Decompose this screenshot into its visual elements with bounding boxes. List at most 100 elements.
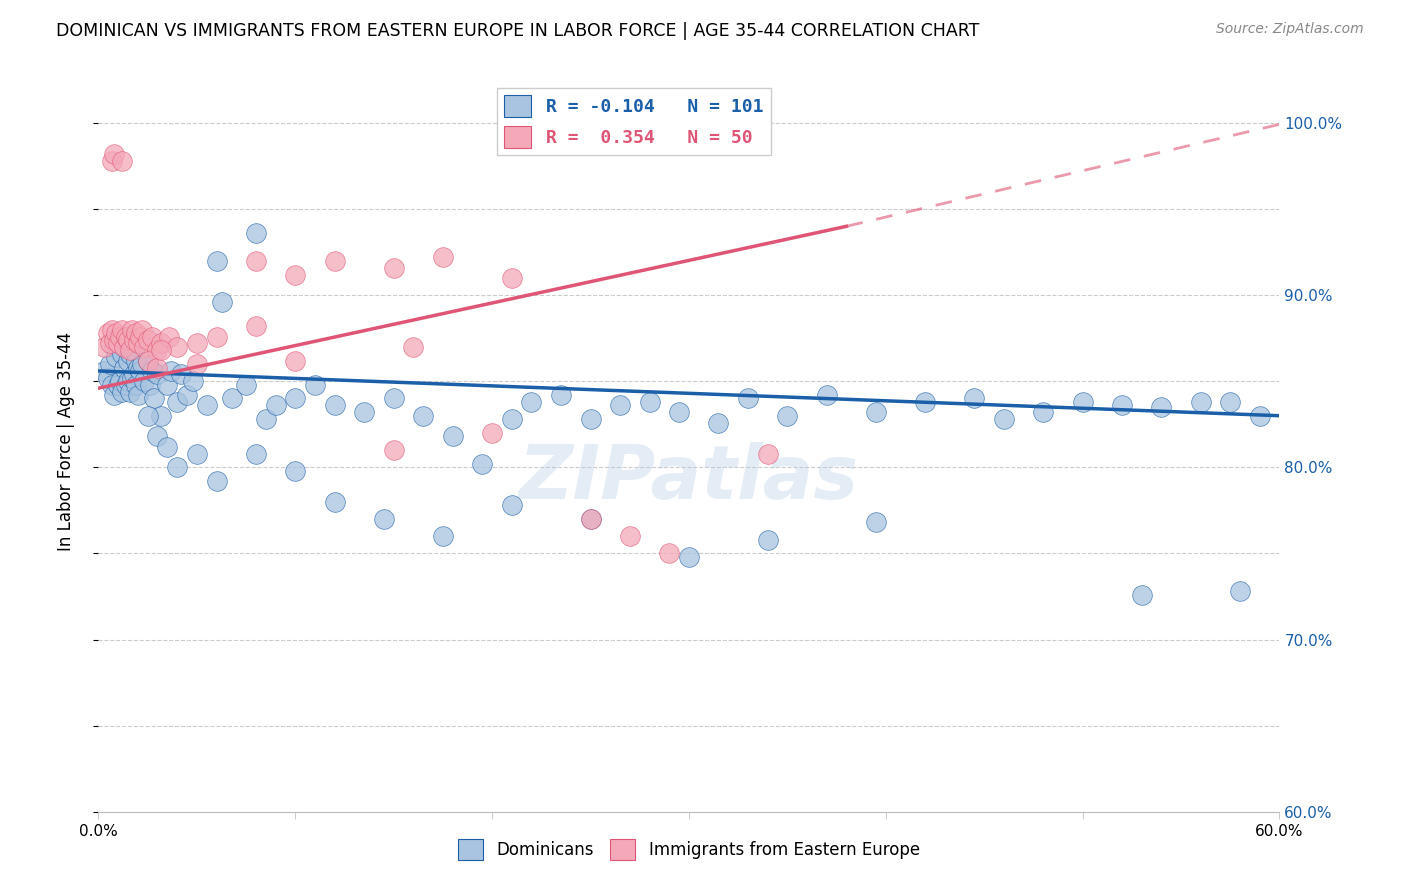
Point — [166, 460, 188, 475]
Point — [501, 412, 523, 426]
Point — [138, 377, 160, 392]
Point — [132, 374, 155, 388]
Point — [170, 368, 193, 382]
Point — [638, 395, 661, 409]
Point — [112, 360, 135, 375]
Point — [111, 347, 134, 361]
Point — [245, 319, 267, 334]
Point — [146, 368, 169, 382]
Text: ZIPatlas: ZIPatlas — [519, 442, 859, 515]
Point — [205, 253, 228, 268]
Point — [186, 447, 208, 461]
Point — [141, 364, 163, 378]
Point — [737, 392, 759, 406]
Point — [122, 333, 145, 347]
Point — [432, 250, 454, 264]
Point — [501, 498, 523, 512]
Point — [166, 340, 188, 354]
Point — [579, 412, 602, 426]
Point — [108, 329, 131, 343]
Point — [121, 340, 143, 354]
Point — [776, 409, 799, 423]
Point — [146, 360, 169, 375]
Point — [112, 340, 135, 354]
Point — [97, 371, 120, 385]
Point — [1189, 395, 1212, 409]
Point — [103, 333, 125, 347]
Point — [658, 546, 681, 560]
Point — [382, 443, 405, 458]
Point — [412, 409, 434, 423]
Point — [441, 429, 464, 443]
Point — [127, 388, 149, 402]
Point — [264, 398, 287, 412]
Point — [122, 343, 145, 358]
Point — [432, 529, 454, 543]
Point — [107, 336, 129, 351]
Point — [609, 398, 631, 412]
Point — [111, 384, 134, 399]
Point — [98, 357, 121, 371]
Point — [1032, 405, 1054, 419]
Point — [128, 329, 150, 343]
Point — [115, 329, 138, 343]
Point — [101, 377, 124, 392]
Point — [115, 329, 138, 343]
Point — [221, 392, 243, 406]
Point — [136, 353, 159, 368]
Point — [1130, 588, 1153, 602]
Point — [157, 329, 180, 343]
Point — [118, 343, 141, 358]
Point — [122, 368, 145, 382]
Point — [520, 395, 543, 409]
Text: DOMINICAN VS IMMIGRANTS FROM EASTERN EUROPE IN LABOR FORCE | AGE 35-44 CORRELATI: DOMINICAN VS IMMIGRANTS FROM EASTERN EUR… — [56, 22, 980, 40]
Point — [373, 512, 395, 526]
Point — [98, 336, 121, 351]
Point — [186, 357, 208, 371]
Point — [141, 329, 163, 343]
Point — [125, 326, 148, 340]
Point — [579, 512, 602, 526]
Point — [176, 388, 198, 402]
Point — [186, 336, 208, 351]
Point — [156, 440, 179, 454]
Point — [131, 357, 153, 371]
Point — [501, 271, 523, 285]
Point — [963, 392, 986, 406]
Point — [865, 405, 887, 419]
Point — [118, 384, 141, 399]
Text: Source: ZipAtlas.com: Source: ZipAtlas.com — [1216, 22, 1364, 37]
Point — [304, 377, 326, 392]
Point — [353, 405, 375, 419]
Point — [128, 364, 150, 378]
Point — [815, 388, 838, 402]
Point — [668, 405, 690, 419]
Point — [107, 377, 129, 392]
Point — [284, 464, 307, 478]
Point — [160, 364, 183, 378]
Point — [112, 340, 135, 354]
Point — [156, 377, 179, 392]
Point — [166, 395, 188, 409]
Point — [1229, 584, 1251, 599]
Point — [914, 395, 936, 409]
Point — [136, 353, 159, 368]
Point — [111, 323, 134, 337]
Point — [1249, 409, 1271, 423]
Point — [471, 457, 494, 471]
Point — [121, 323, 143, 337]
Point — [150, 409, 173, 423]
Point — [131, 323, 153, 337]
Point — [756, 447, 779, 461]
Point — [678, 549, 700, 564]
Point — [136, 409, 159, 423]
Point — [111, 153, 134, 168]
Point — [181, 374, 204, 388]
Point — [117, 333, 139, 347]
Point — [115, 377, 138, 392]
Point — [150, 336, 173, 351]
Point — [235, 377, 257, 392]
Point — [254, 412, 277, 426]
Point — [382, 392, 405, 406]
Y-axis label: In Labor Force | Age 35-44: In Labor Force | Age 35-44 — [56, 332, 75, 551]
